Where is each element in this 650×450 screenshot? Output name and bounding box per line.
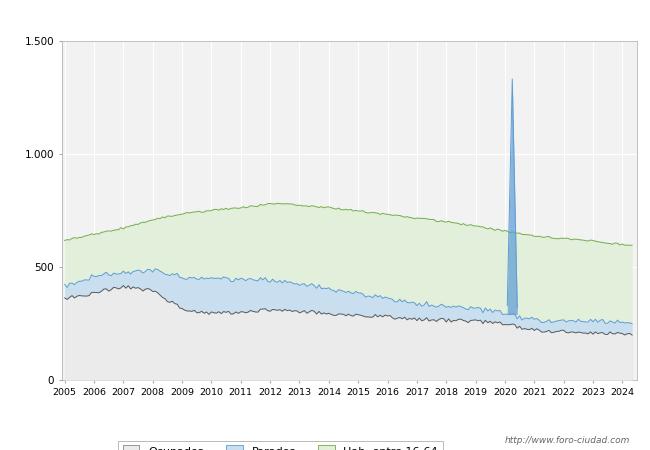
Text: Ademuz - Evolucion de la poblacion en edad de Trabajar Mayo de 2024: Ademuz - Evolucion de la poblacion en ed…	[102, 11, 548, 24]
Text: http://www.foro-ciudad.com: http://www.foro-ciudad.com	[505, 436, 630, 445]
Legend: Ocupados, Parados, Hab. entre 16-64: Ocupados, Parados, Hab. entre 16-64	[118, 441, 443, 450]
